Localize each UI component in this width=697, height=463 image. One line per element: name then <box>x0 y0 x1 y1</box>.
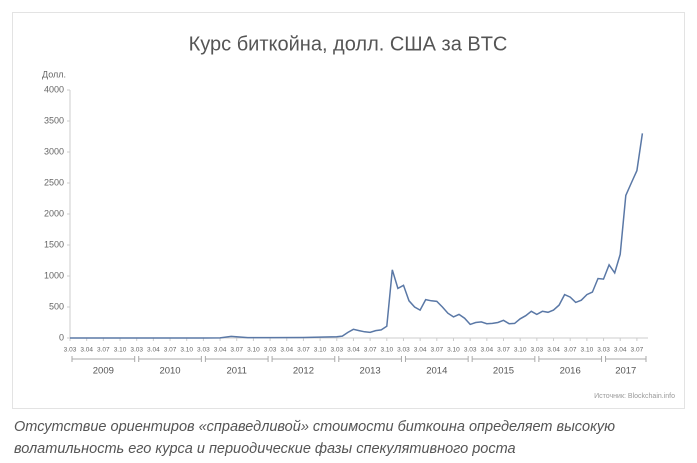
y-tick-label: 1000 <box>44 270 64 280</box>
year-label: 2015 <box>493 366 514 377</box>
x-tick-label: 3.03 <box>464 347 477 354</box>
x-tick-label: 3.03 <box>397 347 410 354</box>
y-tick-label: 500 <box>49 301 64 311</box>
x-tick-label: 3.10 <box>380 347 393 354</box>
caption: Отсутствие ориентиров «справедливой» сто… <box>14 419 616 457</box>
x-tick-label: 3.04 <box>280 347 293 354</box>
x-tick-label: 3.03 <box>597 347 610 354</box>
x-tick-label: 3.10 <box>114 347 127 354</box>
chart: Курс биткойна, долл. США за BTC Долл. Ис… <box>12 12 685 409</box>
year-label: 2016 <box>560 366 581 377</box>
year-label: 2012 <box>293 366 314 377</box>
year-label: 2013 <box>360 366 381 377</box>
y-axis-label: Долл. <box>42 69 66 79</box>
chart-title: Курс биткойна, долл. США за BTC <box>189 33 508 55</box>
y-tick-label: 3500 <box>44 115 64 125</box>
x-tick-label: 3.03 <box>264 347 277 354</box>
x-tick-label: 3.07 <box>164 347 177 354</box>
x-tick-label: 3.03 <box>330 347 343 354</box>
y-tick-label: 3000 <box>44 146 64 156</box>
x-tick-label: 3.10 <box>247 347 260 354</box>
y-tick-label: 4000 <box>44 84 64 94</box>
y-tick-label: 1500 <box>44 239 64 249</box>
x-tick-label: 3.10 <box>180 347 193 354</box>
x-tick-label: 3.07 <box>97 347 110 354</box>
x-tick-label: 3.03 <box>197 347 210 354</box>
year-label: 2017 <box>615 366 636 377</box>
x-tick-label: 3.07 <box>297 347 310 354</box>
x-tick-label: 3.03 <box>130 347 143 354</box>
x-tick-label: 3.07 <box>364 347 377 354</box>
y-tick-label: 0 <box>59 332 64 342</box>
data-line <box>70 133 644 339</box>
x-tick-label: 3.10 <box>514 347 527 354</box>
x-tick-label: 3.07 <box>430 347 443 354</box>
x-tick-label: 3.04 <box>147 347 160 354</box>
source: Источник: Blockchain.info <box>594 393 675 400</box>
x-tick-label: 3.07 <box>631 347 644 354</box>
x-tick-label: 3.03 <box>531 347 544 354</box>
x-tick-label: 3.04 <box>214 347 227 354</box>
x-tick-label: 3.04 <box>347 347 360 354</box>
x-tick-label: 3.04 <box>414 347 427 354</box>
x-tick-label: 3.10 <box>447 347 460 354</box>
x-tick-label: 3.10 <box>314 347 327 354</box>
year-label: 2014 <box>426 366 447 377</box>
x-tick-label: 3.04 <box>80 347 93 354</box>
year-label: 2009 <box>93 366 114 377</box>
x-tick-label: 3.04 <box>480 347 493 354</box>
card <box>12 12 685 409</box>
x-tick-label: 3.10 <box>581 347 594 354</box>
y-tick-label: 2000 <box>44 208 64 218</box>
x-tick-label: 3.04 <box>614 347 627 354</box>
year-label: 2010 <box>159 366 180 377</box>
year-label: 2011 <box>227 366 247 377</box>
x-tick-label: 3.07 <box>497 347 510 354</box>
x-tick-label: 3.07 <box>230 347 243 354</box>
x-tick-label: 3.07 <box>564 347 577 354</box>
x-tick-label: 3.04 <box>547 347 560 354</box>
x-tick-label: 3.03 <box>64 347 77 354</box>
y-tick-label: 2500 <box>44 177 64 187</box>
